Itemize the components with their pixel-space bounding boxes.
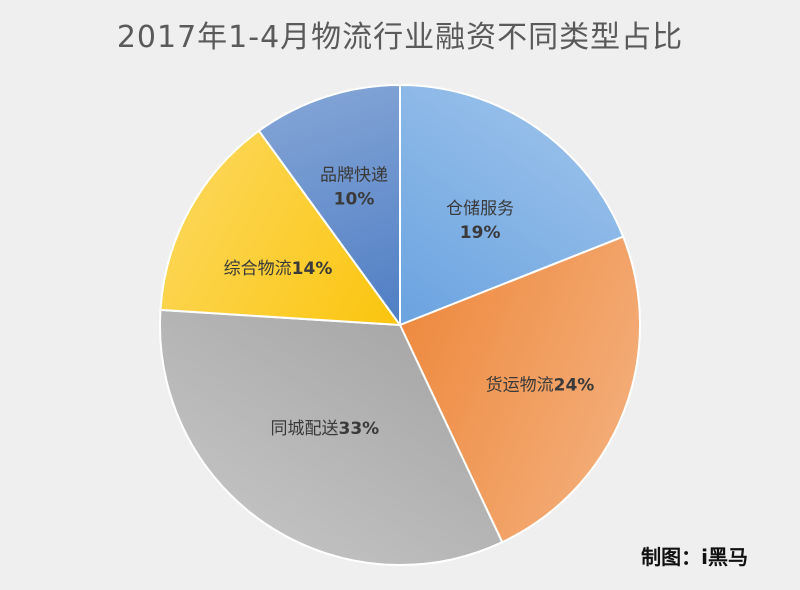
slice-label-2: 货运物流24%	[486, 375, 595, 395]
slice-label-4: 综合物流14%	[224, 259, 333, 279]
pie-slice-4	[159, 129, 403, 327]
chart-title: 2017年1-4月物流行业融资不同类型占比	[116, 20, 684, 55]
pie-slice-1	[399, 83, 625, 327]
pie-slice-2	[398, 235, 641, 544]
slice-label-1: 仓储服务 19%	[446, 199, 514, 243]
slice-label-5: 品牌快递 10%	[320, 165, 388, 209]
pie-slice-3	[159, 308, 504, 566]
pie-slice-5	[257, 83, 401, 329]
slice-label-3: 同城配送33%	[271, 419, 380, 439]
chart-credit: 制图：i黑马	[641, 545, 748, 569]
